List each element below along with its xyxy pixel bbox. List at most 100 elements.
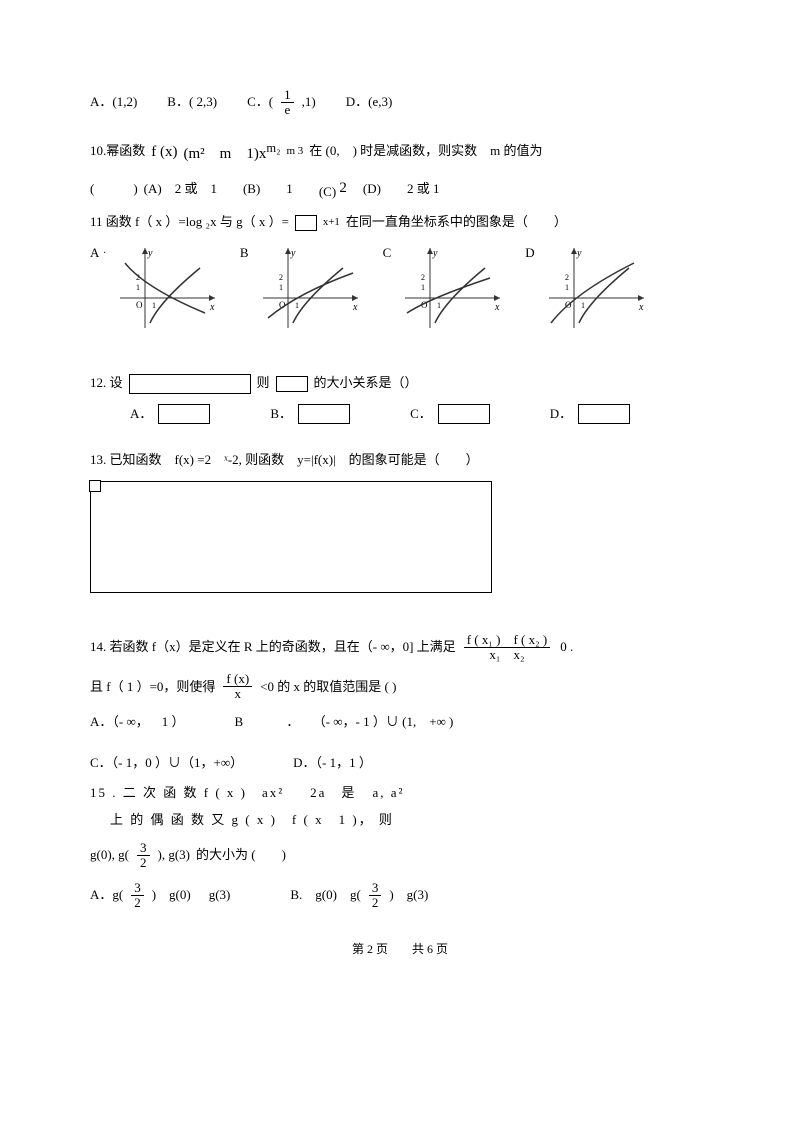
q11-svg-a: y x O 1 1 2 <box>110 243 220 333</box>
q12-c-box <box>438 404 490 424</box>
svg-text:1: 1 <box>437 301 441 310</box>
svg-text:x: x <box>352 302 358 313</box>
q13-text: 13. 已知函数 f(x) =2 ˣ-2, 则函数 y=|f(x)| 的图象可能… <box>90 450 479 471</box>
q14-f2-num: f (x) <box>223 672 252 687</box>
q9-opt-c: C．( 1 e ,1) <box>247 88 316 118</box>
q14-post2: <0 的 x 的取值范围是 ( ) <box>260 677 396 698</box>
q10-pre: 10.幂函数 <box>90 141 145 162</box>
q9-c-post: ,1) <box>302 92 316 113</box>
q11-graphs: A . y x O 1 1 2 B <box>90 243 710 333</box>
q11-graph-b: B y x O 1 1 2 <box>240 243 363 333</box>
q11-post: 在同一直角坐标系中的图象是（ ） <box>346 212 567 233</box>
q15-1c: a, a² <box>372 783 404 804</box>
q11-label-b: B <box>240 243 249 264</box>
q15-a-g3: g(3) <box>209 885 231 906</box>
q15-1a: 15 . 二 次 函 数 f ( x ) ax² <box>90 783 284 804</box>
q15-b: B. g(0) g( 3 2 ) g(3) <box>290 881 428 911</box>
q12-a-box <box>158 404 210 424</box>
q11-graph-c: C y x O 1 1 2 <box>383 243 506 333</box>
q11-svg-c: y x O 1 1 2 <box>395 243 505 333</box>
q11-label-c: C <box>383 243 392 264</box>
q15-1d: 上 的 偶 函 数 又 g ( x ) f ( x 1 )， 则 <box>110 810 394 831</box>
q15-frac: 3 2 <box>137 841 150 871</box>
q13-image-placeholder <box>90 481 492 593</box>
q14-b-val: （- ∞，- 1 ）∪ (1, +∞ ) <box>313 714 454 729</box>
q11-box <box>295 215 317 231</box>
q12-pre: 12. 设 <box>90 373 123 394</box>
q15-b-frac: 3 2 <box>369 881 382 911</box>
q12-a: A． <box>130 404 210 425</box>
svg-text:y: y <box>147 248 153 259</box>
svg-text:y: y <box>432 248 438 259</box>
q9-opt-b: B．( 2,3) <box>167 92 217 113</box>
q10-c-pre: (C) <box>319 184 336 199</box>
q9-opt-d: D．(e,3) <box>346 92 393 113</box>
q15-line1: 15 . 二 次 函 数 f ( x ) ax² 2a 是 a, a² 上 的 … <box>90 783 710 831</box>
svg-text:1: 1 <box>152 301 156 310</box>
q15-tail: 的大小为 ( ) <box>196 845 286 866</box>
q11-exp: x+1 <box>323 214 340 231</box>
q14-line2: 且 f（ 1 ）=0，则使得 f (x) x <0 的 x 的取值范围是 ( ) <box>90 672 710 702</box>
q9-c-pre: C．( <box>247 92 273 113</box>
q12-opts: A． B． C． D． <box>90 404 710 425</box>
q11: 11 函数 f（ x ）=log ₂x 与 g（ x ）= x+1 在同一直角坐… <box>90 212 710 233</box>
svg-text:2: 2 <box>565 273 569 282</box>
q15-a: A．g( 3 2 ) g(0) g(3) <box>90 881 230 911</box>
svg-text:x: x <box>638 302 644 313</box>
q12-a-label: A． <box>130 404 152 425</box>
svg-text:2: 2 <box>279 273 283 282</box>
q11-dot-a: . <box>103 243 106 259</box>
q14-f2-den: x <box>232 687 245 701</box>
q9-c-frac: 1 e <box>281 88 294 118</box>
svg-text:1: 1 <box>136 283 140 292</box>
q14-f1-num: f ( x₁ ) f ( x₂ ) <box>464 633 551 648</box>
q11-pre: 11 函数 f（ x ）=log ₂x 与 g（ x ）= <box>90 212 289 233</box>
q12-d-label: D． <box>550 404 572 425</box>
q14-pre: 14. 若函数 f（x）是定义在 R 上的奇函数，且在（- ∞，0] 上满足 <box>90 637 456 658</box>
q15-b-mid: ) g(3) <box>389 885 428 906</box>
q10: 10.幂函数 f (x) (m² m 1)xm₂ m 3 在 (0, ) 时是减… <box>90 138 710 166</box>
q15-den: 2 <box>137 856 150 870</box>
q11-graph-d: D y x O 1 1 2 <box>525 243 648 333</box>
q10-fx: f (x) <box>151 140 177 164</box>
q9-c-num: 1 <box>281 88 294 103</box>
q12-b-label: B． <box>270 404 292 425</box>
q15-a-pre: A．g( <box>90 885 123 906</box>
svg-text:2: 2 <box>421 273 425 282</box>
q10-mid: 在 (0, ) 时是减函数，则实数 m 的值为 <box>309 141 542 162</box>
q11-label-d: D <box>525 243 534 264</box>
q12-b: B． <box>270 404 350 425</box>
q10-b: (B) 1 <box>243 179 293 200</box>
page-content: A．(1,2) B．( 2,3) C．( 1 e ,1) D．(e,3) 10.… <box>0 0 800 989</box>
svg-text:y: y <box>290 248 296 259</box>
q14-b-dot: ． <box>286 714 299 729</box>
q14-tail: 0 . <box>560 637 573 658</box>
q15-b-num: 3 <box>369 881 382 896</box>
q10-opts: ( ) (A) 2 或 1 (B) 1 (C) 2 (D) 2 或 1 <box>90 176 710 203</box>
q12-box2 <box>276 376 308 392</box>
q15-a-frac: 3 2 <box>131 881 144 911</box>
q12-d: D． <box>550 404 630 425</box>
q11-graph-a: A . y x O 1 1 2 <box>90 243 220 333</box>
q14-opts2: C．（- 1，0 ）∪（1，+∞） D．（- 1，1 ） <box>90 753 710 774</box>
page-footer: 第 2 页 共 6 页 <box>90 940 710 959</box>
q15-g0: g(0), g( <box>90 845 129 866</box>
q14-b-label: B <box>235 714 244 729</box>
q14-f1-den: x₁ x₂ <box>486 648 527 662</box>
q15-a-num: 3 <box>131 881 144 896</box>
q9-opt-a: A．(1,2) <box>90 92 137 113</box>
q12-d-box <box>578 404 630 424</box>
svg-text:1: 1 <box>295 301 299 310</box>
q15-line2: g(0), g( 3 2 ), g(3) 的大小为 ( ) <box>90 841 710 871</box>
q14-a: A．（- ∞， 1 ） <box>90 712 185 733</box>
svg-text:x: x <box>494 302 500 313</box>
q12-mid: 则 <box>257 373 270 394</box>
q10-d: (D) 2 或 1 <box>363 179 440 200</box>
svg-text:1: 1 <box>421 283 425 292</box>
q14-c: C．（- 1，0 ）∪（1，+∞） <box>90 753 243 774</box>
q10-sub: m 3 <box>286 143 303 161</box>
q11-label-a: A <box>90 243 99 264</box>
q9-c-den: e <box>282 103 294 117</box>
svg-text:O: O <box>136 300 143 310</box>
q15-num: 3 <box>137 841 150 856</box>
